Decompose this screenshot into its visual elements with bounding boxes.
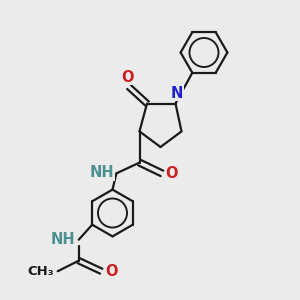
Text: O: O bbox=[121, 70, 134, 85]
Text: NH: NH bbox=[51, 232, 76, 247]
Text: O: O bbox=[105, 264, 117, 279]
Text: O: O bbox=[166, 166, 178, 181]
Text: CH₃: CH₃ bbox=[28, 265, 54, 278]
Text: N: N bbox=[171, 85, 184, 100]
Text: NH: NH bbox=[89, 165, 114, 180]
